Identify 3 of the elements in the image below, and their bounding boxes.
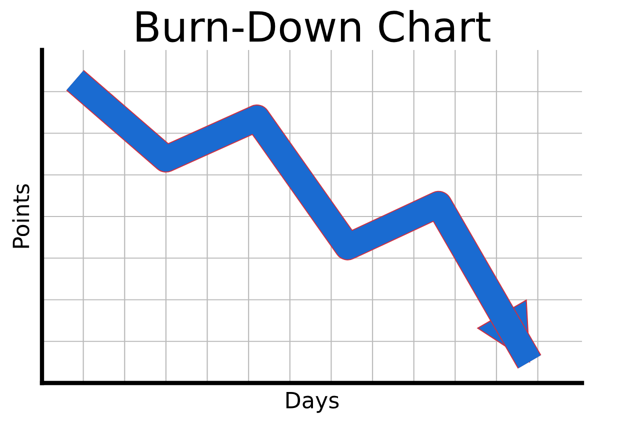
y-axis-title: Points (12, 184, 30, 248)
x-axis-title: Days (286, 392, 339, 413)
chart-title: Burn-Down Chart (136, 10, 490, 42)
